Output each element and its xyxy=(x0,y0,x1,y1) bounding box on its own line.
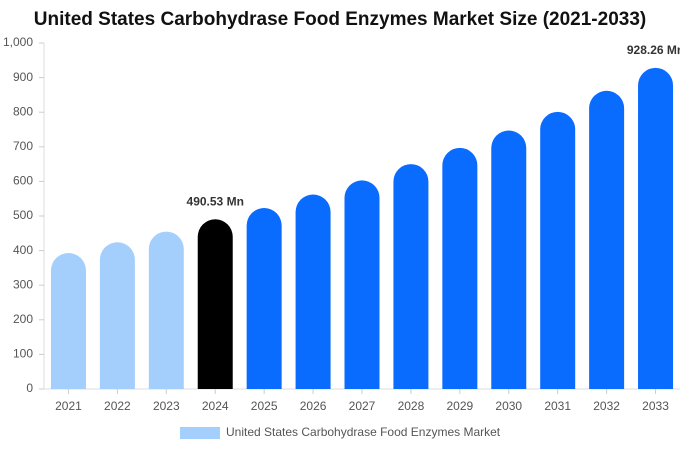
x-tick-label: 2021 xyxy=(55,399,82,413)
y-tick-label: 800 xyxy=(13,104,33,118)
y-tick-label: 1,000 xyxy=(3,35,33,49)
x-tick-label: 2029 xyxy=(446,399,473,413)
bar xyxy=(246,208,282,389)
y-tick-label: 0 xyxy=(26,381,33,395)
legend-label: United States Carbohydrase Food Enzymes … xyxy=(226,425,501,439)
bar xyxy=(442,147,478,389)
x-tick-label: 2023 xyxy=(153,399,180,413)
y-tick-label: 300 xyxy=(13,277,33,291)
x-tick-label: 2024 xyxy=(202,399,229,413)
bar xyxy=(197,219,233,389)
bar xyxy=(491,130,527,389)
x-tick-label: 2028 xyxy=(398,399,425,413)
bar xyxy=(393,164,429,389)
value-label: 928.26 Mn xyxy=(627,43,680,57)
bar xyxy=(99,242,135,389)
x-tick-label: 2030 xyxy=(495,399,522,413)
x-tick-label: 2032 xyxy=(593,399,620,413)
y-tick-label: 900 xyxy=(13,70,33,84)
bar xyxy=(344,180,380,389)
value-label: 490.53 Mn xyxy=(187,194,244,208)
x-tick-label: 2026 xyxy=(300,399,327,413)
y-tick-label: 200 xyxy=(13,312,33,326)
y-tick-label: 700 xyxy=(13,139,33,153)
y-tick-label: 500 xyxy=(13,208,33,222)
chart-title: United States Carbohydrase Food Enzymes … xyxy=(34,9,646,30)
y-tick-label: 100 xyxy=(13,347,33,361)
bar xyxy=(148,231,184,389)
bar xyxy=(638,67,674,390)
x-tick-label: 2027 xyxy=(349,399,376,413)
bar xyxy=(540,111,576,389)
x-tick-label: 2022 xyxy=(104,399,131,413)
x-tick-label: 2031 xyxy=(544,399,571,413)
bar xyxy=(589,90,625,390)
bar xyxy=(295,194,331,389)
y-tick-label: 400 xyxy=(13,243,33,257)
x-tick-label: 2033 xyxy=(642,399,669,413)
legend-swatch xyxy=(180,427,220,439)
y-tick-label: 600 xyxy=(13,174,33,188)
bar xyxy=(50,253,86,389)
x-tick-label: 2025 xyxy=(251,399,278,413)
